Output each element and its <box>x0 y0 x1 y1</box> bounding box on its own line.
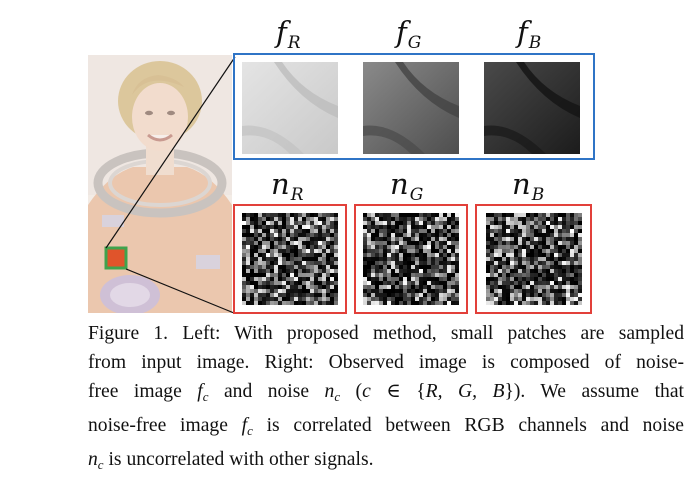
figure-caption: Figure 1. Left: With proposed method, sm… <box>88 319 684 479</box>
caption-line: nc is uncorrelated with other signals. <box>88 449 374 472</box>
noise-patch-r <box>242 213 338 305</box>
label-f-r: fR <box>276 15 301 53</box>
input-image <box>88 55 232 313</box>
noise-box-b <box>475 204 592 314</box>
label-n-g: nG <box>390 167 424 205</box>
noise-patch-b <box>486 213 582 305</box>
label-n-b: nB <box>512 167 545 205</box>
noise-free-patch-g <box>363 62 459 154</box>
caption-line: from input image. Right: Observed image … <box>88 352 684 373</box>
label-n-r: nR <box>271 167 304 205</box>
noise-free-box <box>233 53 595 160</box>
noise-free-patch-r <box>242 62 338 154</box>
noise-box-g <box>354 204 468 314</box>
caption-line: Figure 1. Left: With proposed method, sm… <box>88 323 684 344</box>
label-f-b: fB <box>517 15 542 53</box>
label-f-g: fG <box>396 15 422 53</box>
noise-free-patch-b <box>484 62 580 154</box>
noise-patch-g <box>363 213 459 305</box>
caption-line: free image fc and noise nc (c ∈ {R, G, B… <box>88 381 684 404</box>
noise-box-r <box>233 204 347 314</box>
caption-line: noise-free image fc is correlated betwee… <box>88 415 684 438</box>
